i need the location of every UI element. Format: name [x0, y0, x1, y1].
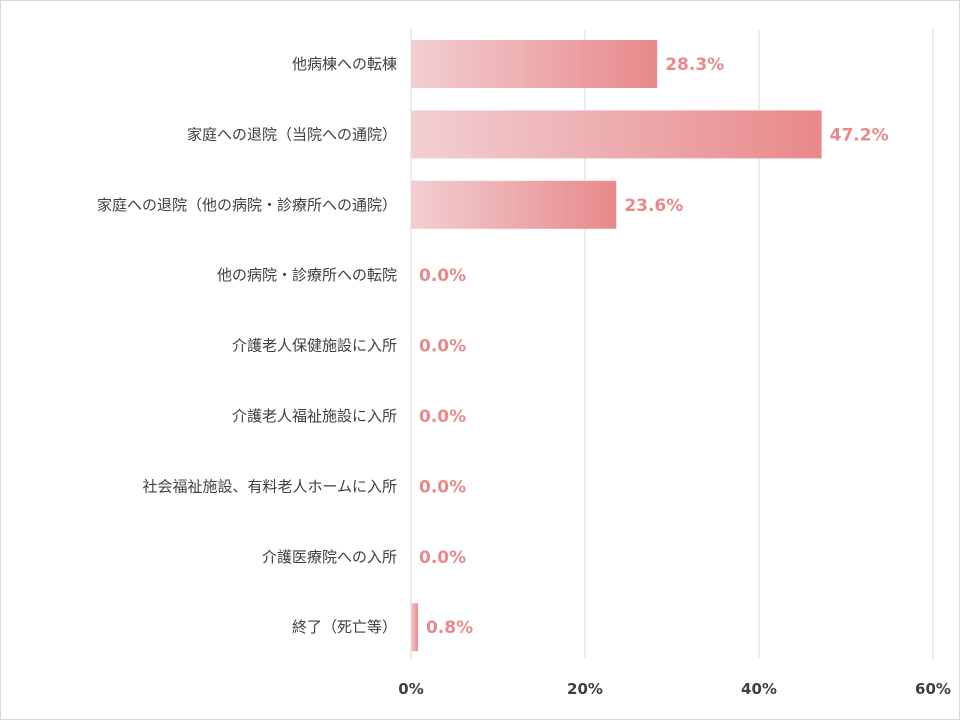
x-tick-label: 0% [398, 680, 423, 698]
category-label: 終了（死亡等） [292, 618, 397, 636]
value-label: 47.2% [830, 125, 889, 145]
bar [411, 603, 418, 652]
category-label: 他の病院・診療所への転院 [217, 266, 397, 284]
category-label: 介護医療院への入所 [262, 548, 397, 566]
value-label: 0.0% [419, 266, 466, 286]
category-label: 家庭への退院（他の病院・診療所への通院） [97, 196, 397, 214]
value-label: 0.0% [419, 548, 466, 568]
category-label: 介護老人保健施設に入所 [232, 337, 397, 355]
value-labels: 28.3% 47.2% 23.6% 0.0% 0.0% 0.0% 0.0% 0.0% 0.8% [419, 55, 889, 638]
bar [411, 40, 658, 88]
category-label: 介護老人福祉施設に入所 [232, 407, 397, 425]
x-axis-tick-labels: 0% 20% 40% 60% [398, 680, 951, 698]
category-label: 他病棟への転棟 [292, 55, 397, 73]
value-label: 0.0% [419, 337, 466, 357]
x-tick-label: 40% [741, 680, 777, 698]
value-label: 0.0% [419, 407, 466, 427]
category-label: 社会福祉施設、有料老人ホームに入所 [142, 477, 397, 495]
category-label: 家庭への退院（当院への通院） [187, 125, 397, 143]
bar [411, 110, 822, 159]
value-label: 0.8% [426, 618, 473, 638]
x-tick-label: 20% [567, 680, 603, 698]
bar [411, 180, 617, 229]
value-label: 28.3% [665, 55, 724, 75]
value-label: 0.0% [419, 477, 466, 497]
value-label: 23.6% [624, 196, 683, 216]
x-tick-label: 60% [915, 680, 951, 698]
bars [411, 40, 822, 652]
